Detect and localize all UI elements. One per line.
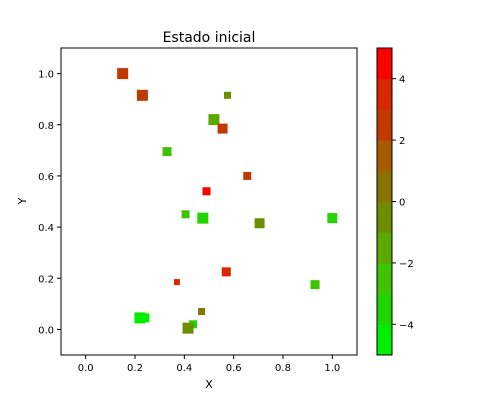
y-tick-label: 1.0 <box>38 70 54 81</box>
colorbar-segment <box>377 109 392 141</box>
y-tick-label: 0.6 <box>38 172 54 183</box>
data-point <box>217 123 228 134</box>
x-axis-ticks: 0.0 0.2 0.4 0.6 0.8 1.0 <box>78 355 340 374</box>
y-tick-label: 0.2 <box>38 274 54 285</box>
colorbar-segment <box>377 48 392 80</box>
colorbar-tick-label: −2 <box>399 259 414 270</box>
data-point <box>117 68 129 80</box>
colorbar-segment <box>377 232 392 264</box>
data-point <box>136 89 148 101</box>
plot-frame <box>60 47 358 356</box>
x-tick-label: 0.0 <box>78 363 94 374</box>
data-point <box>224 91 231 99</box>
colorbar-tick-label: −4 <box>399 320 414 331</box>
x-tick-label: 1.0 <box>324 363 340 374</box>
colorbar-segment <box>377 293 392 325</box>
data-point <box>208 114 220 126</box>
data-point <box>181 210 190 219</box>
data-point <box>162 147 172 157</box>
data-point <box>134 312 146 324</box>
data-point <box>182 322 194 334</box>
colorbar <box>377 48 392 356</box>
data-point <box>221 267 231 277</box>
colorbar-segment <box>377 324 392 356</box>
y-tick-label: 0.0 <box>38 325 54 336</box>
x-tick-label: 0.6 <box>226 363 242 374</box>
colorbar-segment <box>377 170 392 202</box>
y-axis-ticks: 0.0 0.2 0.4 0.6 0.8 1.0 <box>38 70 61 336</box>
chart-title: Estado inicial <box>163 30 256 46</box>
data-point <box>202 187 211 196</box>
data-point <box>197 212 209 224</box>
colorbar-segment <box>377 140 392 172</box>
colorbar-tick-label: 0 <box>399 198 405 209</box>
data-point <box>254 218 265 229</box>
colorbar-tick-label: 4 <box>399 75 405 86</box>
x-tick-label: 0.2 <box>127 363 143 374</box>
data-point <box>310 280 320 290</box>
data-point <box>140 313 150 323</box>
colorbar-segment <box>377 201 392 233</box>
data-point <box>243 171 252 180</box>
y-axis-label: Y <box>16 197 29 205</box>
x-tick-label: 0.4 <box>176 363 192 374</box>
plot-area <box>117 68 338 334</box>
y-tick-label: 0.8 <box>38 121 54 132</box>
colorbar-segment <box>377 78 392 110</box>
colorbar-tick-label: 2 <box>399 136 405 147</box>
data-point <box>198 308 206 316</box>
x-tick-label: 0.8 <box>275 363 291 374</box>
data-point <box>327 213 338 224</box>
data-point <box>173 279 180 286</box>
colorbar-ticks: −4 −2 0 2 4 <box>392 75 414 331</box>
x-axis-label: X <box>205 378 213 391</box>
y-tick-label: 0.4 <box>38 223 54 234</box>
colorbar-segment <box>377 262 392 295</box>
